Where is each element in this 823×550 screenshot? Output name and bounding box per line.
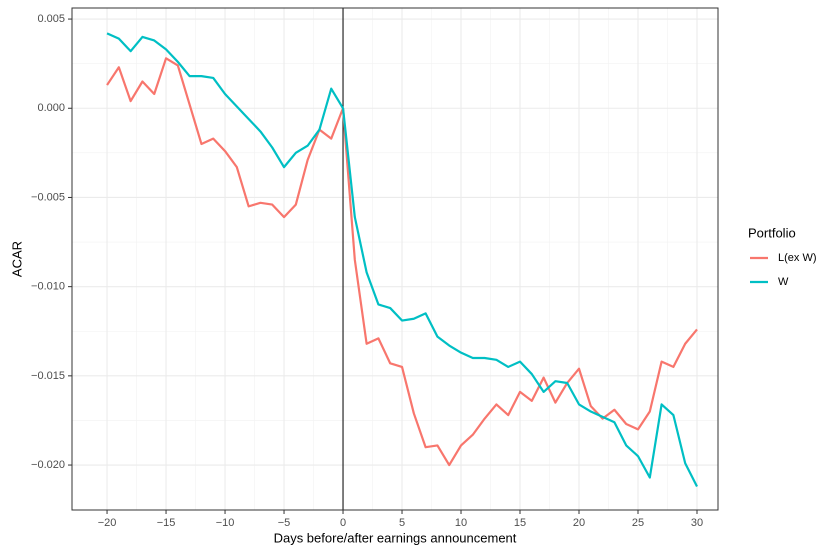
- x-tick-label: 0: [340, 517, 346, 529]
- x-tick-label: 15: [514, 517, 526, 529]
- x-tick-label: 5: [399, 517, 405, 529]
- x-tick-label: 10: [455, 517, 467, 529]
- legend-title: Portfolio: [748, 225, 796, 240]
- x-tick-label: −5: [278, 517, 291, 529]
- y-tick-label: 0.000: [37, 102, 65, 114]
- x-tick-label: 25: [632, 517, 644, 529]
- y-tick-label: −0.020: [31, 459, 65, 471]
- x-tick-label: 30: [691, 517, 703, 529]
- x-tick-label: −20: [98, 517, 117, 529]
- panel-border: [71, 7, 719, 511]
- series-line: [106, 32, 698, 487]
- y-axis-title: ACAR: [9, 241, 24, 277]
- y-tick-label: −0.015: [31, 370, 65, 382]
- x-axis-title: Days before/after earnings announcement: [274, 530, 517, 545]
- y-tick-label: −0.010: [31, 281, 65, 293]
- x-tick-label: −10: [216, 517, 235, 529]
- y-tick-label: 0.005: [37, 13, 65, 25]
- x-tick-label: −15: [157, 517, 176, 529]
- x-tick-label: 20: [573, 517, 585, 529]
- legend-label: L(ex W): [778, 252, 817, 264]
- y-tick-label: −0.005: [31, 191, 65, 203]
- legend-label: W: [778, 276, 789, 288]
